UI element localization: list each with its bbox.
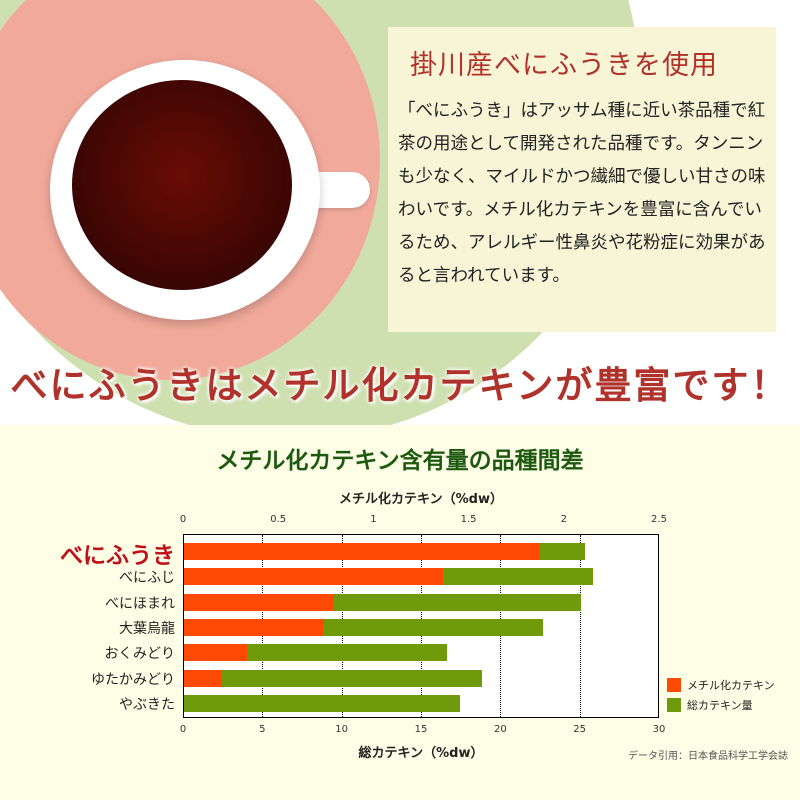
- category-label: おくみどり: [104, 646, 175, 663]
- bar-methylated-catechin: [184, 669, 223, 687]
- category-label: べにふじ: [119, 570, 175, 587]
- bottom-tick-label: 0: [179, 724, 187, 735]
- description-title: 掛川産べにふうきを使用: [410, 50, 718, 81]
- bottom-tick-label: 25: [573, 724, 587, 735]
- bottom-tick-label: 5: [259, 724, 266, 735]
- legend-item-methylated: メチル化カテキン: [667, 677, 775, 693]
- legend-label: メチル化カテキン: [687, 679, 775, 692]
- top-tick-label: 1: [370, 514, 377, 525]
- category-label: やぶきた: [119, 696, 175, 713]
- headline-banner: べにふうきはメチル化カテキンが豊富です！: [10, 363, 790, 407]
- bar-methylated-catechin: [184, 644, 247, 662]
- bottom-tick-label: 30: [652, 724, 666, 735]
- legend-label: 総カテキン量: [687, 699, 753, 712]
- category-label: べにふうき: [60, 543, 175, 569]
- bar-methylated-catechin: [184, 543, 541, 560]
- gridline: [579, 535, 581, 717]
- bar-total-catechin: [184, 694, 461, 712]
- bottom-tick-label: 10: [335, 724, 349, 735]
- chart-title: メチル化カテキン含有量の品種間差: [216, 448, 584, 474]
- bar-methylated-catechin: [184, 593, 335, 611]
- top-tick-label: 2.5: [651, 514, 667, 525]
- bar-methylated-catechin: [184, 568, 443, 586]
- bottom-axis-label: 総カテキン（%dw）: [358, 746, 484, 761]
- legend-swatch: [667, 698, 681, 712]
- bottom-tick-label: 15: [414, 724, 428, 735]
- top-tick-label: 0: [179, 514, 187, 525]
- top-axis-label: メチル化カテキン（%dw）: [339, 492, 503, 507]
- citation: データ引用：日本食品科学工学会誌: [628, 751, 788, 762]
- legend-item-total: 総カテキン量: [667, 697, 753, 713]
- plot-area: [183, 534, 659, 718]
- bar-methylated-catechin: [184, 618, 323, 636]
- bar-total-catechin: [184, 644, 448, 662]
- legend-swatch: [667, 678, 681, 692]
- bar-total-catechin: [184, 669, 483, 687]
- hero-section: 掛川産べにふうきを使用 「べにふうき」はアッサム種に近い茶品種で紅茶の用途として…: [0, 0, 790, 425]
- category-label: べにほまれ: [105, 595, 175, 612]
- top-tick-label: 1.5: [460, 514, 477, 525]
- black-tea-image: [72, 80, 292, 290]
- description-text: 「べにふうき」はアッサム種に近い茶品種で紅茶の用途として開発された品種です。タン…: [398, 101, 766, 286]
- bottom-tick-label: 20: [493, 724, 507, 735]
- top-tick-label: 0.5: [270, 514, 287, 525]
- category-label: 大葉烏龍: [119, 620, 175, 637]
- description-box: 掛川産べにふうきを使用 「べにふうき」はアッサム種に近い茶品種で紅茶の用途として…: [388, 27, 776, 332]
- top-tick-label: 2: [560, 514, 567, 525]
- category-label: ゆたかみどり: [91, 671, 175, 688]
